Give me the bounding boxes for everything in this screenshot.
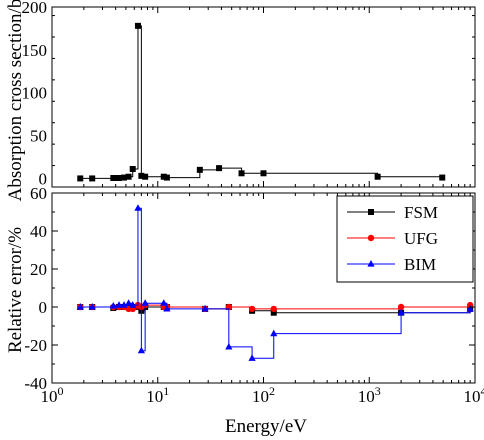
- data-point-fsm: [89, 175, 96, 182]
- series-bim: [76, 204, 474, 361]
- y-tick-label: 60: [30, 184, 47, 203]
- data-point-bim: [134, 204, 142, 211]
- legend-label-ufg: UFG: [404, 229, 438, 248]
- legend: FSM UFG BIM: [336, 195, 474, 283]
- data-point-bim: [163, 304, 171, 312]
- data-point-bim: [124, 299, 133, 306]
- data-point-fsm: [196, 166, 203, 173]
- bottom-y-ticks: -40 -20 0 20 40 60: [24, 184, 475, 393]
- data-point-fsm: [439, 174, 446, 181]
- top-y-ticks: 0 50 100 150 200: [22, 0, 475, 188]
- data-point-bim: [88, 303, 96, 310]
- x-tick-label: 103: [358, 384, 381, 406]
- data-point-fsm: [160, 173, 167, 180]
- y-tick-label: 20: [30, 260, 47, 279]
- data-point-fsm: [129, 166, 136, 172]
- y-tick-label: -20: [24, 336, 47, 355]
- legend-marker-bim: [367, 260, 375, 267]
- data-point-bim: [120, 301, 128, 308]
- data-point-fsm: [216, 165, 223, 172]
- legend-box: [336, 195, 474, 283]
- top-x-ticks: [51, 7, 476, 187]
- data-point-fsm: [125, 173, 132, 180]
- x-tick-label: 104: [464, 384, 484, 406]
- data-point-bim: [115, 301, 123, 308]
- data-point-fsm: [260, 170, 267, 177]
- top-plot-area: [51, 6, 476, 188]
- data-point-fsm: [121, 174, 128, 181]
- y-tick-label: 0: [39, 298, 48, 317]
- series-line-fsm: [80, 25, 443, 179]
- y-tick-label: 200: [22, 0, 48, 17]
- data-point-fsm: [163, 174, 170, 181]
- bottom-y-axis-label: Relative error/%: [5, 227, 26, 353]
- legend-marker-fsm: [368, 209, 374, 215]
- data-point-bim: [270, 329, 278, 337]
- legend-label-fsm: FSM: [404, 203, 438, 222]
- data-point-bim: [397, 308, 405, 316]
- data-point-bim: [109, 302, 117, 309]
- legend-label-bim: BIM: [404, 255, 436, 274]
- data-point-fsm: [77, 175, 84, 182]
- y-tick-label: 50: [30, 127, 47, 146]
- data-point-bim: [76, 303, 84, 310]
- series-fsm: [77, 22, 446, 182]
- x-tick-label: 101: [146, 384, 169, 406]
- y-tick-label: 0: [39, 169, 48, 188]
- x-tick-label: 100: [41, 384, 64, 406]
- data-point-bim: [137, 346, 145, 354]
- bottom-x-ticks: 100 101 102 103 104: [41, 193, 484, 406]
- data-point-fsm: [142, 173, 149, 180]
- data-point-bim: [129, 301, 137, 308]
- data-point-ufg: [248, 305, 256, 313]
- data-point-bim: [160, 299, 168, 306]
- data-point-bim: [466, 304, 474, 312]
- data-point-fsm: [374, 173, 381, 180]
- data-point-fsm: [110, 175, 117, 181]
- y-tick-label: 40: [30, 222, 47, 241]
- data-point-fsm: [134, 22, 141, 29]
- data-point-fsm: [115, 175, 122, 181]
- top-panel: 0 50 100 150 200 Absorption cross section/b: [5, 0, 476, 201]
- data-point-bim: [248, 354, 256, 361]
- data-point-bim: [141, 299, 149, 306]
- y-tick-label: 150: [22, 41, 48, 60]
- data-point-fsm: [138, 172, 145, 179]
- x-tick-label: 102: [252, 384, 275, 406]
- data-point-bim: [225, 342, 233, 350]
- plot-frame: [51, 6, 476, 188]
- y-tick-label: 100: [22, 84, 48, 103]
- top-y-axis-label: Absorption cross section/b: [5, 0, 26, 201]
- x-axis-label: Energy/eV: [225, 416, 307, 437]
- data-point-bim: [201, 304, 209, 312]
- data-point-ufg: [270, 305, 277, 313]
- legend-marker-ufg: [367, 234, 375, 242]
- data-point-fsm: [270, 309, 277, 316]
- data-point-ufg: [397, 303, 405, 311]
- y-tick-label: -40: [24, 374, 47, 393]
- series-ufg: [77, 301, 474, 313]
- data-point-fsm: [238, 170, 245, 177]
